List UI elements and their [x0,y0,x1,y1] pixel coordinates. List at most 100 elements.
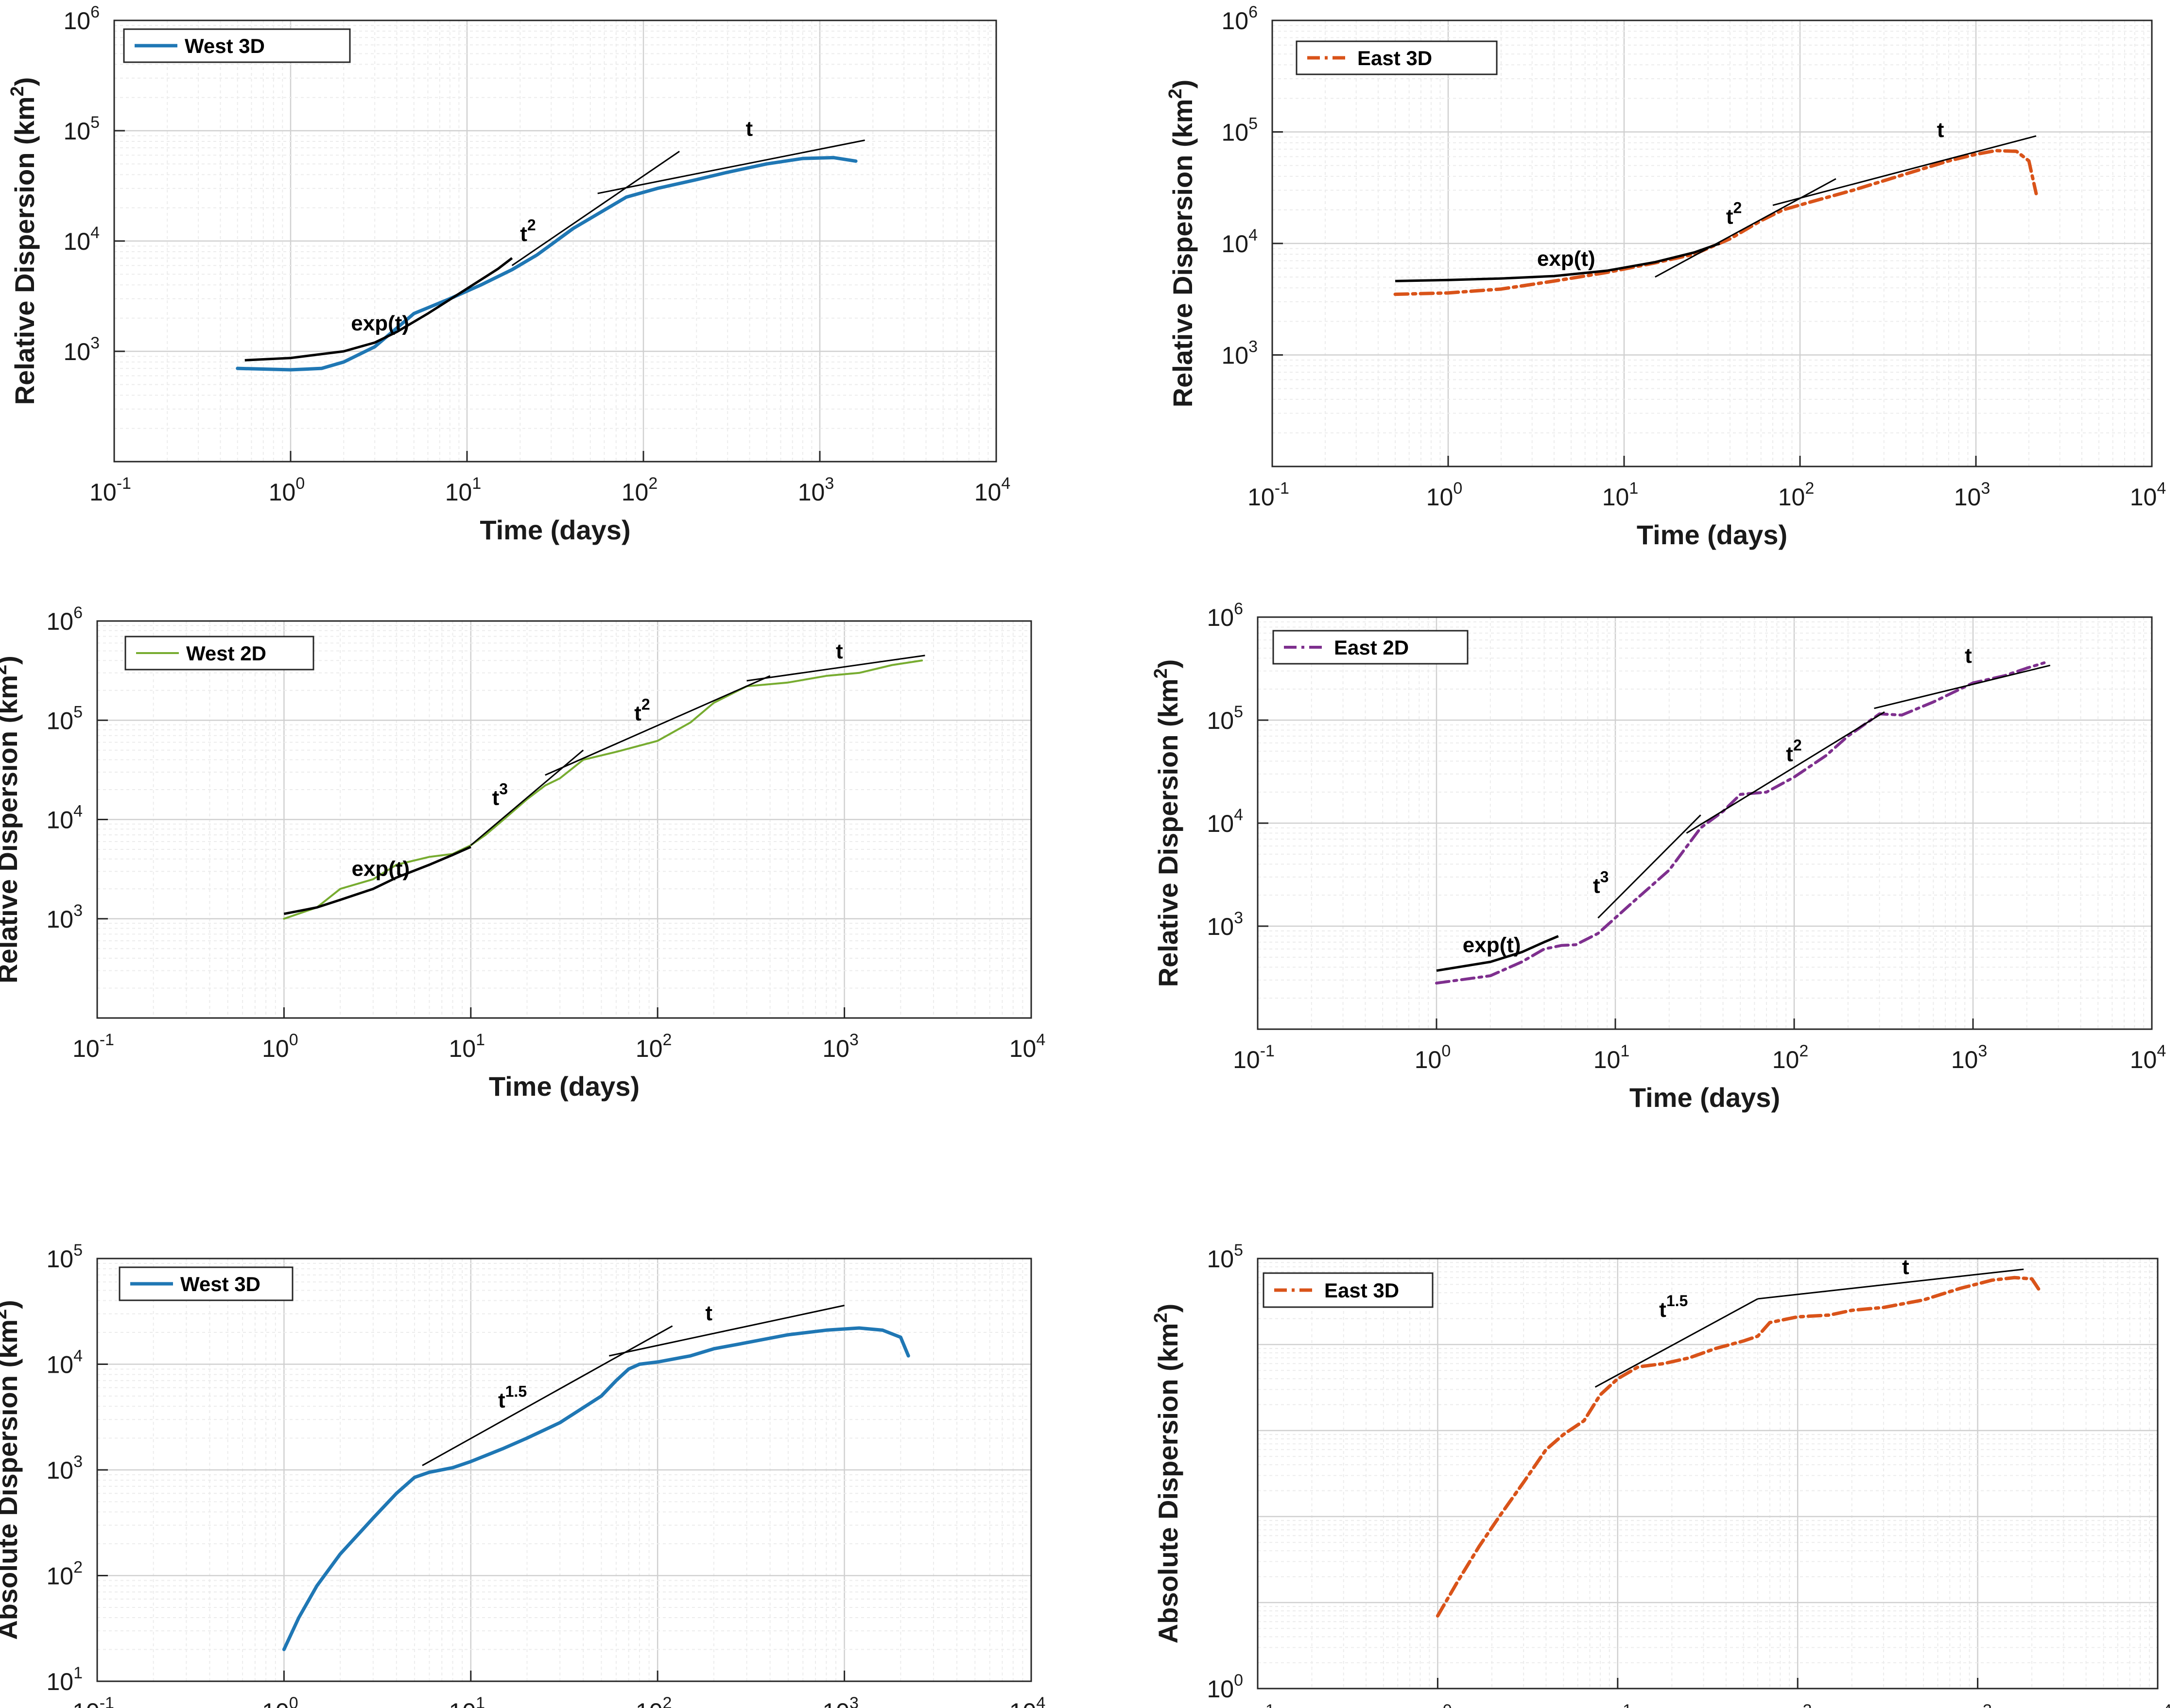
x-tick-label: 101 [1596,1701,1632,1708]
x-tick-label: 10-1 [1233,1701,1275,1708]
y-tick-label: 103 [1221,338,1258,369]
x-tick-label: 104 [2130,479,2166,511]
y-axis-label: Relative Dispersion (km2) [0,656,23,983]
legend: West 2D [124,636,314,671]
x-tick-label: 104 [974,474,1011,506]
legend-label: West 2D [186,642,266,665]
legend: West 3D [119,1266,294,1301]
fit-line [1597,814,1701,919]
y-tick-label: 106 [1207,600,1243,631]
fit-line [1874,664,2051,709]
plot-frame [1257,1258,2159,1690]
x-tick-label: 103 [1956,1701,1992,1708]
x-tick-label: 102 [636,1694,672,1708]
y-axis-label: Relative Dispersion (km2) [1165,80,1198,408]
x-tick-label: 100 [1415,1042,1451,1073]
fit-line [746,655,925,682]
x-axis-label: Time (days) [480,515,630,545]
fit-line [511,151,680,266]
fit-annotation: exp(t) [1537,247,1595,271]
fit-line [244,257,513,362]
fit-line [545,675,771,776]
x-tick-label: 101 [449,1694,485,1708]
y-tick-label: 104 [1207,806,1243,837]
legend-label: West 3D [185,35,265,57]
fit-annotation: exp(t) [351,311,409,335]
legend-label: East 3D [1357,47,1432,69]
y-tick-label: 105 [1207,703,1243,734]
legend: West 3D [123,28,351,63]
fit-line [1686,711,1885,834]
x-tick-label: 102 [1772,1042,1809,1073]
x-tick-label: 104 [2130,1042,2166,1073]
legend-box [1296,40,1498,75]
y-tick-label: 103 [1207,909,1243,940]
fit-annotation: t2 [1726,199,1742,229]
x-tick-label: 103 [822,1694,859,1708]
fit-annotation: exp(t) [1463,933,1521,957]
y-tick-label: 103 [46,901,83,933]
chart-panel-4: 10-1 100 101 102 103 104 103 104 105 106 Time (day… [1151,600,2166,1113]
x-tick-label: 104 [2136,1701,2172,1708]
x-tick-label: 103 [1951,1042,1988,1073]
y-tick-label: 101 [46,1664,83,1695]
y-tick-label: 105 [46,1241,83,1273]
legend-box [1272,630,1469,665]
x-axis-label: Time (days) [1637,519,1787,550]
fit-line [1436,935,1559,972]
fit-annotation: t [836,639,843,663]
fit-line [283,845,471,915]
x-tick-label: 10-1 [72,1694,114,1708]
x-tick-label: 100 [1416,1701,1452,1708]
y-axis-label: Relative Dispersion (km2) [7,77,40,405]
y-tick-label: 105 [1221,115,1258,146]
fit-line [597,139,865,194]
x-axis-label: Time (days) [489,1071,640,1102]
data-series-line [1436,1276,2041,1618]
y-tick-label: 102 [46,1558,83,1590]
x-tick-label: 103 [798,474,834,506]
chart-panel-3: 10-1 100 101 102 103 104 103 104 105 106 Time (day… [0,604,1045,1102]
x-tick-label: 104 [1009,1694,1046,1708]
fit-annotation: t [1902,1255,1909,1279]
fit-annotation: t2 [1786,736,1801,766]
fit-annotation: t2 [634,695,650,725]
y-tick-label: 104 [1221,226,1258,258]
y-tick-label: 105 [46,703,83,734]
fit-annotation: t3 [492,780,508,810]
x-axis-label: Time (days) [1629,1082,1780,1113]
fit-annotation: t1.5 [1659,1292,1688,1322]
x-tick-label: 10-1 [1247,479,1289,511]
chart-panel-2: 10-1 100 101 102 103 104 103 104 105 106 Time (day… [1165,3,2166,550]
x-tick-label: 103 [822,1031,859,1062]
x-tick-label: 104 [1009,1031,1046,1062]
fit-annotation: t1.5 [498,1382,527,1412]
x-tick-label: 10-1 [1233,1042,1275,1073]
fit-line [1772,135,2037,206]
legend: East 3D [1296,40,1498,75]
y-tick-label: 100 [1207,1671,1243,1703]
y-axis-label: Absolute Dispersion (km2) [0,1300,23,1639]
x-tick-label: 100 [262,1694,298,1708]
x-tick-label: 101 [1602,479,1639,511]
fit-line [1395,242,1720,282]
y-tick-label: 106 [46,604,83,635]
chart-panel-6: 10-1100101102103104100105Time (days)Abso… [1151,1241,2172,1708]
legend: East 3D [1263,1272,1434,1308]
x-tick-label: 102 [636,1031,672,1062]
y-tick-label: 104 [46,1347,83,1379]
y-axis-label: Relative Dispersion (km2) [1151,659,1183,987]
fit-annotation: exp(t) [351,857,410,881]
legend: East 2D [1272,630,1469,665]
x-tick-label: 100 [262,1031,298,1062]
x-tick-label: 102 [1776,1701,1812,1708]
x-tick-label: 10-1 [89,474,131,506]
y-tick-label: 106 [1221,3,1258,35]
y-tick-label: 104 [46,802,83,834]
x-tick-label: 100 [1426,479,1463,511]
fit-line [422,1325,673,1466]
legend-label: East 2D [1334,636,1409,659]
y-tick-label: 106 [63,3,100,35]
data-series-line [283,659,923,920]
